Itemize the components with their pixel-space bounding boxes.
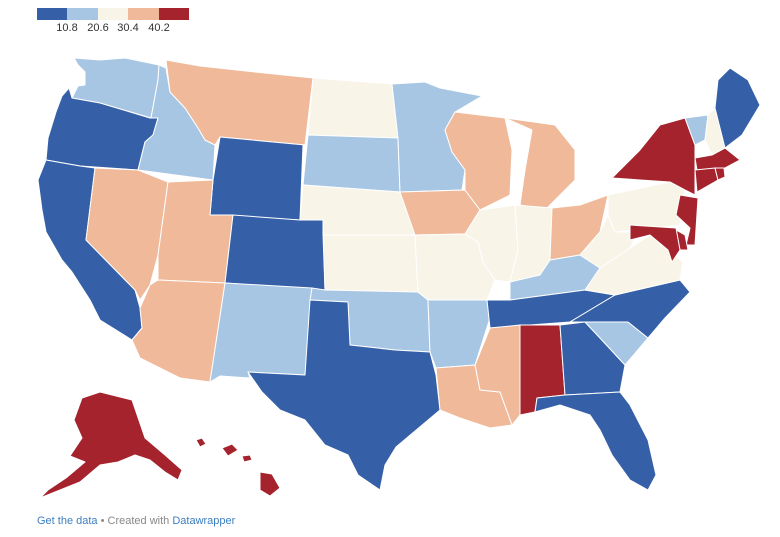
state-new-york[interactable] [611, 117, 696, 196]
legend-bin-1 [37, 8, 68, 20]
state-texas[interactable] [247, 299, 441, 491]
color-legend: 10.8 20.6 30.4 40.2 [37, 8, 190, 36]
state-montana[interactable] [165, 59, 314, 146]
state-hawaii-island-2[interactable] [221, 443, 239, 457]
get-data-link[interactable]: Get the data [37, 515, 98, 527]
alaska [39, 391, 183, 499]
legend-bin-5 [158, 8, 190, 20]
datawrapper-link[interactable]: Datawrapper [172, 515, 236, 527]
legend-tick-3: 30.4 [117, 22, 139, 34]
legend-ticks: 10.8 20.6 30.4 40.2 [37, 20, 189, 34]
state-hawaii-island-4[interactable] [259, 471, 281, 497]
state-florida[interactable] [534, 391, 657, 491]
state-hawaii-island-3[interactable] [241, 454, 253, 463]
state-maine[interactable] [714, 67, 761, 149]
legend-bin-4 [128, 8, 159, 20]
hawaii [195, 437, 281, 497]
legend-bin-2 [67, 8, 98, 20]
state-colorado[interactable] [224, 214, 326, 291]
legend-bins [37, 8, 190, 20]
footer-separator: • Created with [97, 515, 173, 527]
lower-48-states [37, 57, 761, 491]
state-south-dakota[interactable] [302, 134, 401, 193]
state-michigan[interactable] [504, 117, 576, 211]
state-new-mexico[interactable] [209, 282, 313, 383]
legend-tick-2: 20.6 [87, 22, 109, 34]
legend-tick-1: 10.8 [56, 22, 78, 34]
state-arizona[interactable] [131, 279, 226, 383]
state-alaska[interactable] [39, 391, 183, 499]
state-hawaii-island-1[interactable] [195, 437, 207, 448]
state-kansas[interactable] [322, 234, 419, 293]
us-choropleth-map [37, 57, 761, 499]
legend-tick-4: 40.2 [148, 22, 170, 34]
state-pennsylvania[interactable] [607, 181, 686, 233]
state-wyoming[interactable] [209, 136, 306, 221]
footer: Get the data • Created with Datawrapper [37, 515, 235, 527]
state-wisconsin[interactable] [444, 111, 513, 211]
state-maryland[interactable] [629, 224, 681, 263]
state-connecticut[interactable] [694, 167, 719, 193]
state-rhode-island[interactable] [714, 167, 726, 181]
state-north-dakota[interactable] [307, 77, 399, 139]
state-west-virginia[interactable] [579, 214, 639, 269]
legend-bin-3 [97, 8, 129, 20]
